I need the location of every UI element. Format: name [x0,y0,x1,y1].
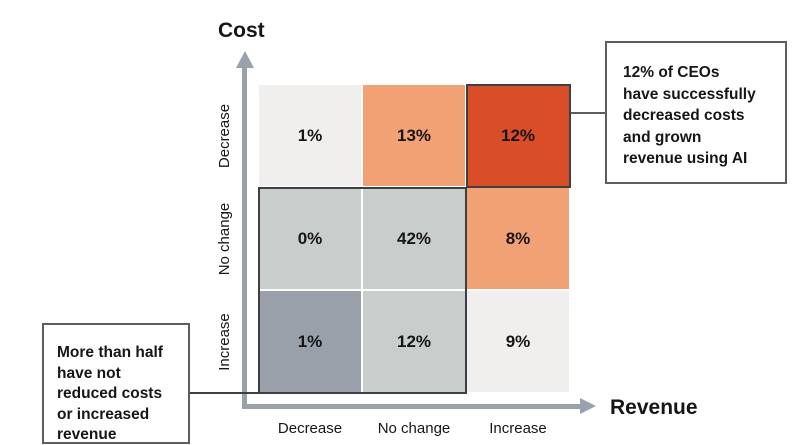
matrix-cell-r1c1: 42% [363,188,465,289]
callout-line: reduced costs [57,385,163,402]
left-callout-connector-line [190,392,259,394]
x-tick-decrease: Decrease [277,420,343,437]
right-callout-connector-line [571,112,605,114]
callout-line: revenue using AI [623,150,748,167]
y-axis-arrow-up-icon [236,51,254,68]
x-axis-line [242,404,582,409]
x-tick-no-change: No change [377,420,451,437]
matrix-cell-r2c0: 1% [259,291,361,392]
y-tick-increase: Increase [216,313,233,371]
matrix-cell-r0c1: 13% [363,85,465,186]
x-axis-title: Revenue [610,396,698,419]
y-axis-title: Cost [218,19,265,42]
y-tick-decrease: Decrease [216,103,233,169]
callout-line: revenue [57,426,117,443]
matrix-grid: 1% 13% 12% 0% 42% 8% 1% 12% 9% [259,85,569,392]
callout-line: and grown [623,128,702,146]
y-tick-no-change: No change [216,202,233,276]
callout-line: have not [57,364,121,382]
matrix-cell-r1c0: 0% [259,188,361,289]
callout-line: or increased [57,405,150,423]
right-callout-box: 12% of CEOs have successfully decreased … [605,41,787,184]
matrix-cell-r2c1: 12% [363,291,465,392]
x-axis-arrow-right-icon [580,398,596,414]
matrix-cell-r1c2: 8% [467,188,569,289]
callout-line: 12% of CEOs [623,64,720,81]
y-axis-line [242,66,247,407]
matrix-cell-r0c0: 1% [259,85,361,186]
callout-line: More than half [57,344,163,361]
x-tick-increase: Increase [489,420,547,437]
callout-line: have successfully [623,85,756,103]
left-callout-box: More than half have not reduced costs or… [42,323,190,444]
callout-line: decreased costs [623,107,745,124]
matrix-cell-r0c2: 12% [467,85,569,186]
matrix-cell-r2c2: 9% [467,291,569,392]
